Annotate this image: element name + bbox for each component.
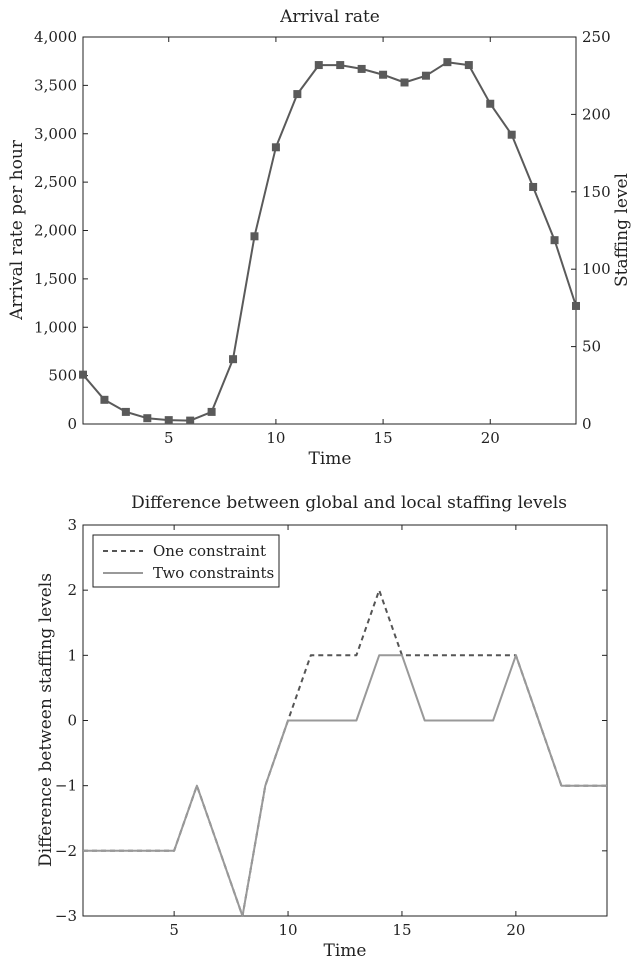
y2-tick-label: 0: [582, 415, 592, 433]
legend-label-two-constraints: Two constraints: [153, 564, 274, 582]
series-line-one-constraint: [83, 589, 607, 917]
y-tick-label: 3,000: [34, 125, 77, 143]
y-tick-label: 2: [67, 581, 77, 599]
x-tick-label: 5: [164, 429, 174, 447]
data-point-marker: [143, 414, 152, 423]
x-tick-label: 15: [392, 921, 411, 939]
y-tick-label: −3: [55, 907, 77, 925]
y-tick-label: 3: [67, 516, 77, 534]
data-point-marker: [572, 301, 580, 310]
series-line-two-constraints: [83, 654, 607, 917]
data-point-marker: [400, 78, 409, 87]
y2-tick-label: 200: [582, 105, 611, 123]
y-tick-label: 2,000: [34, 222, 77, 240]
y-tick-label: 4,000: [34, 28, 77, 46]
data-point-marker: [443, 58, 452, 67]
x-tick-label: 5: [169, 921, 179, 939]
y2-tick-label: 50: [582, 338, 601, 356]
data-point-marker: [79, 370, 87, 379]
series-line-arrival-rate: [82, 61, 577, 422]
legend: One constraint Two constraints: [92, 534, 280, 588]
y-tick-label: 1,500: [34, 270, 77, 288]
data-point-marker: [379, 70, 388, 79]
chart-title: Difference between global and local staf…: [131, 493, 567, 513]
data-point-marker: [421, 71, 430, 80]
y-tick-label: −2: [55, 842, 77, 860]
x-tick-label: 10: [266, 429, 285, 447]
y-tick-label: 1: [67, 646, 77, 664]
y-tick-label: 0: [67, 415, 77, 433]
data-point-marker: [464, 61, 473, 70]
y-tick-label: 3,500: [34, 76, 77, 94]
data-point-marker: [121, 407, 130, 416]
legend-box: [92, 534, 280, 588]
x-tick-label: 20: [481, 429, 500, 447]
x-axis-title: Time: [324, 941, 367, 961]
y-tick-label: 500: [48, 367, 77, 385]
x-axis-title: Time: [309, 449, 352, 469]
legend-label-one-constraint: One constraint: [153, 542, 266, 560]
data-point-marker: [229, 355, 238, 364]
y-tick-label: 2,500: [34, 173, 77, 191]
data-point-marker: [100, 395, 109, 404]
data-point-marker: [486, 99, 495, 108]
x-tick-label: 15: [374, 429, 393, 447]
data-point-marker: [271, 143, 280, 152]
y2-tick-label: 100: [582, 260, 611, 278]
plot-frame: [82, 36, 577, 425]
data-point-marker: [529, 182, 538, 191]
data-point-marker: [314, 61, 323, 70]
y2-tick-label: 150: [582, 183, 611, 201]
data-point-marker: [336, 61, 345, 70]
y-tick-label: 1,000: [34, 318, 77, 336]
data-point-marker: [357, 64, 366, 73]
arrival-rate-chart: Arrival rate 5 10 15 2005001,0001,5002,0002…: [7, 7, 631, 469]
y-axis-title: Difference between staffing levels: [36, 573, 56, 867]
y-tick-label: −1: [55, 777, 77, 795]
data-point-marker: [207, 407, 216, 416]
data-point-marker: [507, 130, 516, 139]
data-point-marker: [164, 416, 173, 425]
y-axis-title: Arrival rate per hour: [7, 139, 27, 321]
data-point-marker: [250, 232, 259, 241]
data-point-marker: [186, 416, 195, 425]
x-tick-label: 20: [506, 921, 525, 939]
staffing-difference-chart: Difference between global and local staf…: [36, 493, 608, 961]
x-tick-label: 10: [278, 921, 297, 939]
y2-tick-label: 250: [582, 28, 611, 46]
data-point-marker: [293, 90, 302, 99]
chart-title: Arrival rate: [279, 7, 380, 27]
y-tick-label: 0: [67, 712, 77, 730]
data-point-marker: [550, 236, 559, 245]
y2-axis-title: Staffing level: [612, 173, 631, 287]
